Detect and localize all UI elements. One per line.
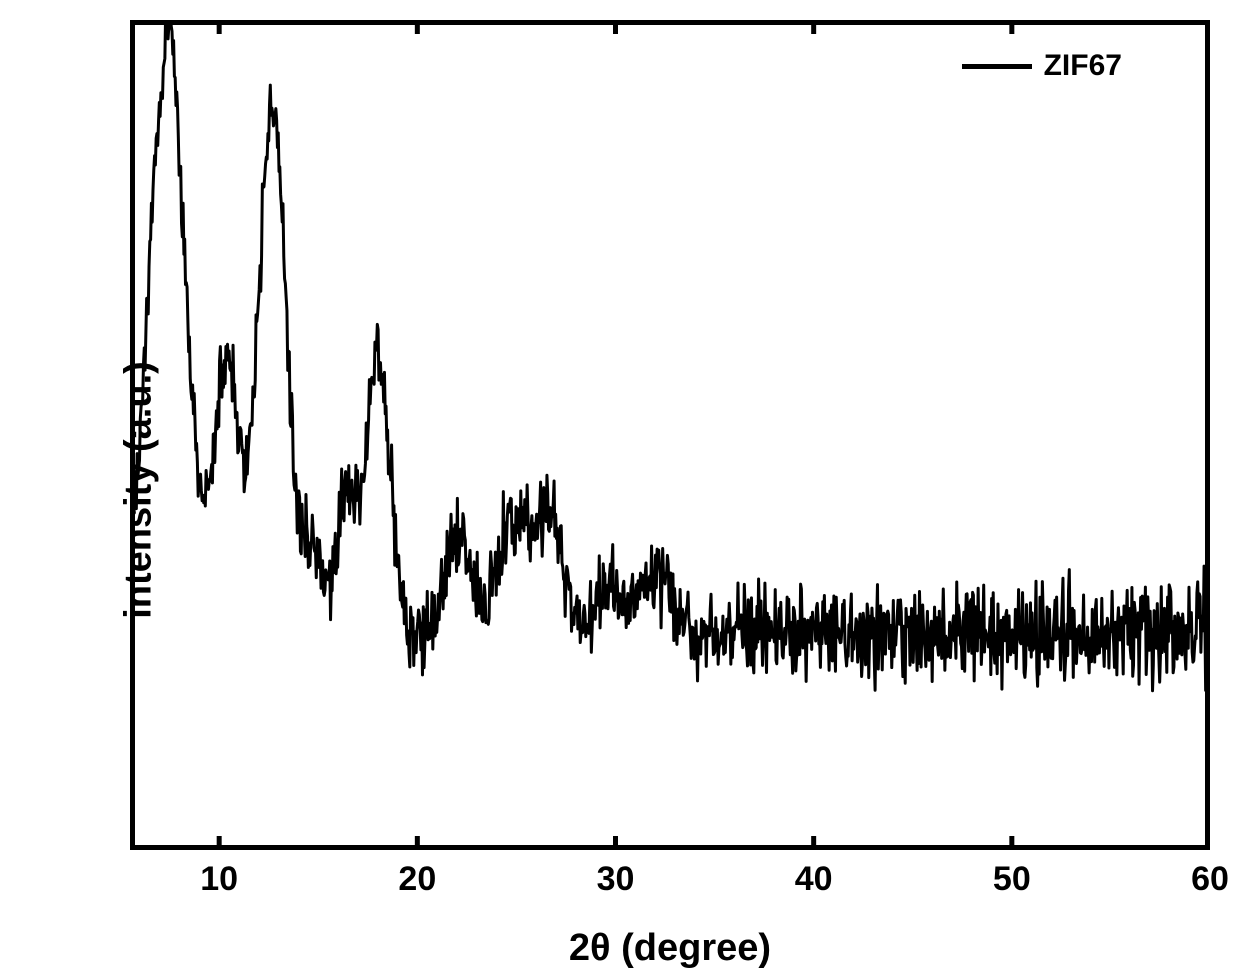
- xrd-trace: [130, 20, 1210, 691]
- x-axis-label: 2θ (degree): [569, 927, 771, 970]
- legend-label: ZIF67: [1044, 49, 1122, 83]
- legend-line-sample: [962, 64, 1032, 69]
- legend: ZIF67: [962, 49, 1122, 83]
- x-tick-label: 20: [398, 860, 436, 899]
- x-tick-label: 10: [200, 860, 238, 899]
- x-tick-label: 30: [597, 860, 635, 899]
- x-tick-label: 40: [795, 860, 833, 899]
- plot-area: ZIF67: [130, 20, 1210, 850]
- chart-container: intensity (a.u.) 2θ (degree) ZIF67 10203…: [0, 0, 1240, 980]
- x-tick-label: 50: [993, 860, 1031, 899]
- x-tick-label: 60: [1191, 860, 1229, 899]
- xrd-plot-svg: [130, 20, 1210, 850]
